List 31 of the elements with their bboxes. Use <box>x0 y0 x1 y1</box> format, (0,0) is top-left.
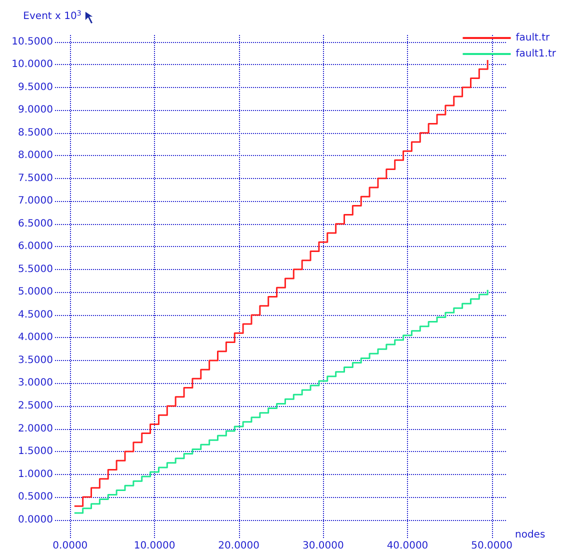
y-tick-label: 10.0000 <box>12 59 53 70</box>
y-tick-label: 8.5000 <box>18 127 53 138</box>
y-tick-label: 4.0000 <box>18 332 53 344</box>
y-tick-label: 1.5000 <box>18 446 53 458</box>
legend-label: fault1.tr <box>516 48 557 60</box>
y-tick-label: 8.0000 <box>18 150 53 162</box>
y-tick-label: 10.5000 <box>12 36 53 48</box>
y-tick-label: 2.5000 <box>18 400 53 412</box>
y-tick-label: 3.5000 <box>18 354 53 366</box>
x-tick-label: 0.0000 <box>52 540 88 552</box>
legend-label: fault.tr <box>516 32 551 44</box>
y-tick-label: 6.5000 <box>18 218 53 230</box>
y-tick-label: 5.0000 <box>18 286 53 298</box>
y-tick-label: 9.5000 <box>18 82 53 93</box>
x-tick-label: 30.0000 <box>302 540 344 552</box>
x-axis-title: nodes <box>515 529 546 540</box>
y-tick-label: 6.0000 <box>18 241 53 252</box>
y-tick-label: 5.5000 <box>18 264 53 275</box>
y-tick-label: 1.0000 <box>18 468 53 480</box>
y-tick-label: 4.5000 <box>18 309 53 320</box>
x-tick-label: 20.0000 <box>218 540 260 552</box>
y-tick-label: 7.5000 <box>18 172 53 184</box>
y-tick-label: 7.0000 <box>18 196 53 207</box>
y-tick-label: 0.5000 <box>18 492 53 503</box>
y-tick-label: 3.0000 <box>18 378 53 389</box>
y-tick-label: 0.0000 <box>18 514 53 526</box>
y-tick-label: 2.0000 <box>18 423 53 434</box>
y-tick-label: 9.0000 <box>18 104 53 116</box>
x-tick-label: 50.0000 <box>471 540 512 552</box>
x-tick-label: 10.0000 <box>134 540 176 552</box>
x-tick-label: 40.0000 <box>386 540 428 552</box>
